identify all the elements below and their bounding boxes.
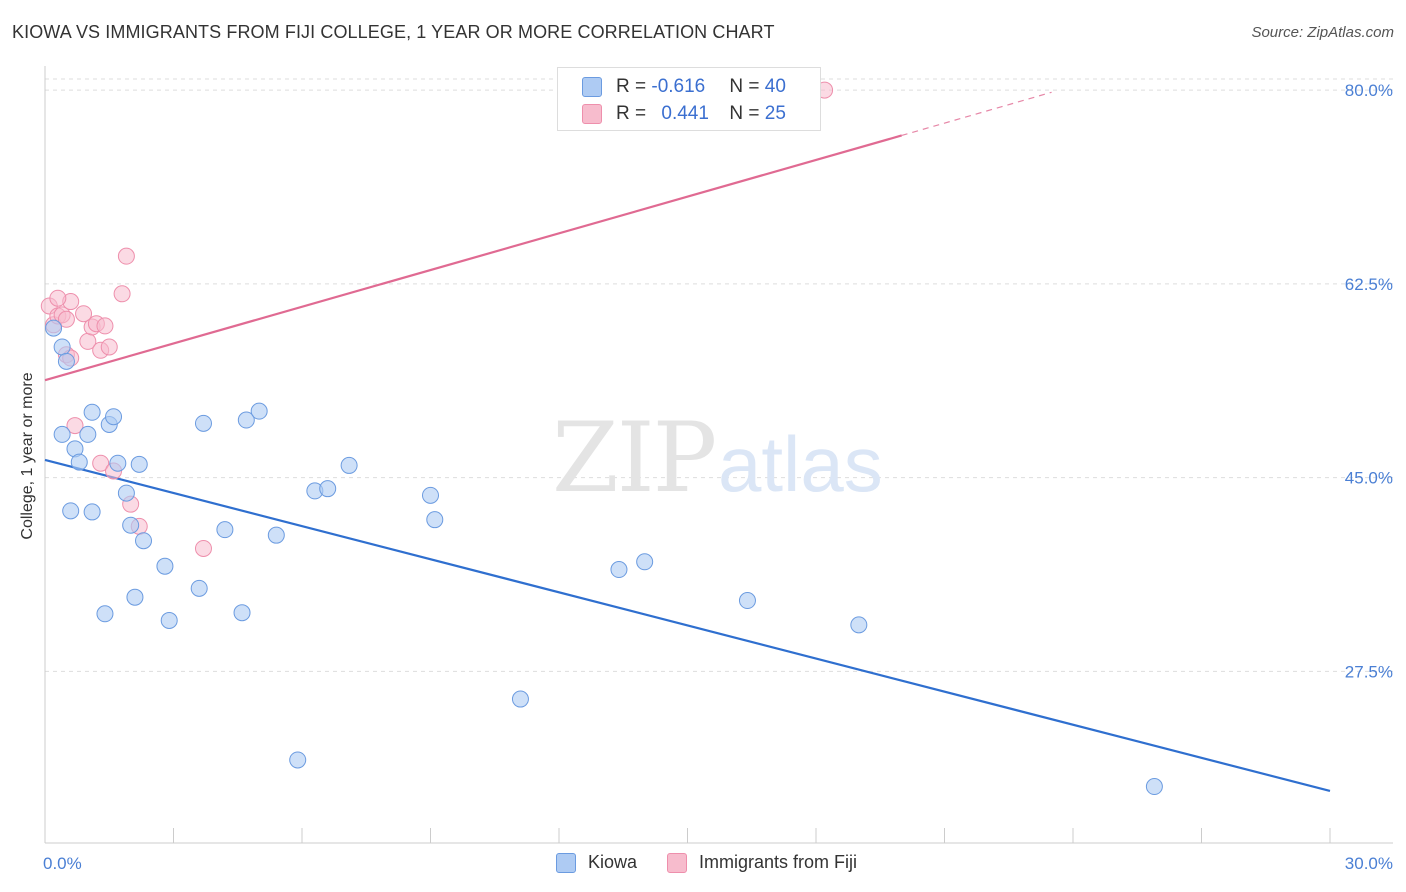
kiowa-point	[190, 579, 208, 597]
legend-n-value: 25	[764, 103, 786, 124]
x-tick-label: 30.0%	[1345, 854, 1393, 873]
fiji-trend-extension	[901, 91, 1052, 137]
kiowa-point	[117, 484, 135, 502]
kiowa-point	[511, 690, 529, 708]
kiowa-point	[610, 561, 628, 579]
kiowa-point	[79, 425, 97, 443]
legend-r-label: R =	[616, 103, 652, 124]
kiowa-point	[216, 521, 234, 539]
bottom-legend: Kiowa Immigrants from Fiji	[556, 852, 887, 873]
fiji-point	[117, 247, 135, 265]
legend-row-kiowa: R = -0.616 N = 40	[582, 74, 786, 100]
axes	[44, 66, 1393, 844]
fiji-trend-line	[44, 134, 902, 382]
kiowa-point	[96, 605, 114, 623]
kiowa-point	[57, 352, 75, 370]
y-tick-label: 27.5%	[1345, 662, 1393, 681]
legend-r-label: R =	[616, 76, 652, 97]
data-points	[40, 81, 1163, 796]
y-tick-label: 80.0%	[1345, 81, 1393, 100]
kiowa-point	[135, 532, 153, 550]
kiowa-point	[70, 453, 88, 471]
kiowa-point	[45, 319, 63, 337]
kiowa-point	[62, 502, 80, 520]
kiowa-point	[83, 503, 101, 521]
kiowa-point	[122, 516, 140, 534]
legend-swatch-kiowa	[582, 77, 602, 97]
fiji-point	[49, 289, 67, 307]
fiji-point	[66, 417, 84, 435]
legend-r-value: 0.441	[661, 103, 709, 124]
kiowa-point	[850, 616, 868, 634]
bottom-legend-label-fiji: Immigrants from Fiji	[699, 852, 858, 872]
kiowa-point	[267, 526, 285, 544]
kiowa-point	[289, 751, 307, 769]
trend-lines	[44, 91, 1331, 793]
legend-row-fiji: R = 0.441 N = 25	[582, 101, 786, 127]
watermark-atlas: atlas	[718, 420, 883, 508]
kiowa-point	[422, 486, 439, 504]
kiowa-point	[237, 411, 255, 429]
kiowa-point	[130, 455, 148, 473]
bottom-legend-swatch-kiowa	[556, 852, 576, 873]
kiowa-point	[319, 480, 337, 498]
bottom-legend-label-kiowa: Kiowa	[588, 852, 638, 872]
watermark-zip: ZIP	[552, 402, 715, 514]
fiji-point	[92, 454, 110, 472]
kiowa-point	[83, 403, 101, 421]
kiowa-point	[109, 454, 127, 472]
kiowa-point	[126, 588, 144, 606]
y-tick-label: 62.5%	[1345, 275, 1393, 294]
kiowa-point	[53, 425, 71, 443]
fiji-point	[113, 285, 131, 303]
kiowa-trend-line	[44, 458, 1331, 793]
source-label: Source: ZipAtlas.com	[1251, 24, 1394, 41]
legend-n-label: N =	[729, 103, 765, 124]
kiowa-point	[738, 592, 756, 610]
fiji-point	[194, 539, 212, 557]
kiowa-point	[233, 604, 251, 622]
legend-r-value: -0.616	[651, 76, 706, 97]
grid-lines	[45, 78, 1393, 672]
kiowa-point	[156, 557, 174, 575]
y-axis-label: College, 1 year or more	[19, 372, 36, 539]
bottom-legend-kiowa: Kiowa	[556, 852, 637, 873]
legend-n-value: 40	[764, 76, 786, 97]
kiowa-point	[194, 414, 212, 432]
fiji-point	[100, 338, 118, 356]
bottom-legend-swatch-fiji	[667, 852, 688, 873]
kiowa-point	[105, 408, 123, 426]
kiowa-point	[636, 553, 654, 571]
tick-labels: 80.0% 62.5% 45.0% 27.5% 0.0% 30.0%	[43, 81, 1393, 873]
kiowa-point	[250, 402, 268, 420]
chart-title: KIOWA VS IMMIGRANTS FROM FIJI COLLEGE, 1…	[12, 22, 775, 42]
legend: R = -0.616 N = 40 R = 0.441 N = 25	[557, 67, 821, 131]
kiowa-point	[340, 456, 358, 474]
kiowa-point	[426, 511, 444, 529]
x-tick-label: 0.0%	[43, 854, 82, 873]
fiji-point	[75, 305, 93, 323]
watermark: ZIP atlas	[552, 402, 883, 514]
legend-swatch-fiji	[582, 104, 602, 124]
kiowa-point	[1145, 778, 1163, 796]
y-tick-label: 45.0%	[1345, 469, 1393, 488]
kiowa-point	[160, 611, 178, 629]
legend-n-label: N =	[729, 76, 765, 97]
bottom-legend-fiji: Immigrants from Fiji	[667, 852, 857, 873]
fiji-point	[57, 310, 75, 328]
fiji-point	[96, 317, 114, 335]
kiowa-point	[53, 338, 71, 356]
